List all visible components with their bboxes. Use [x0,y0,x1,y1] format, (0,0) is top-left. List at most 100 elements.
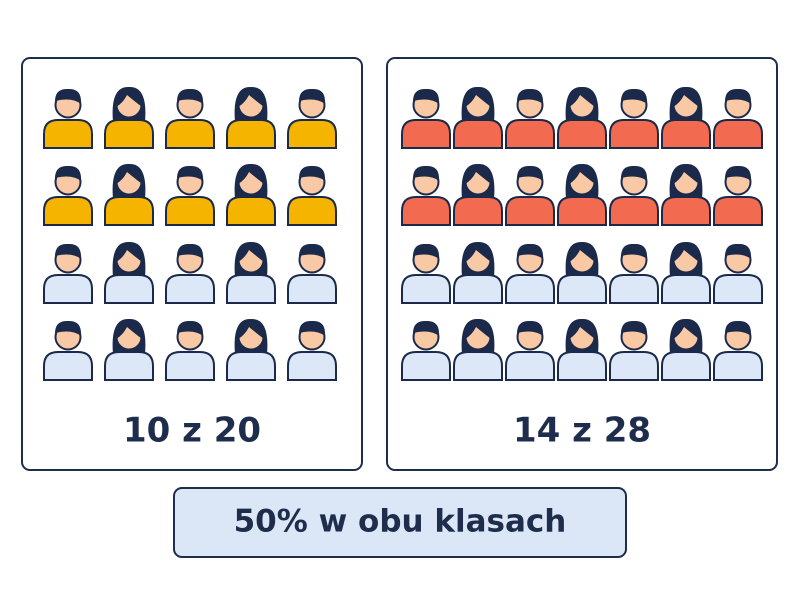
person-icon [609,165,659,226]
body [609,196,659,226]
body [557,196,607,226]
hair [238,167,264,184]
person-icon [104,163,154,226]
body [43,274,93,304]
hair [412,88,440,104]
hair [298,320,326,336]
hair [673,245,699,262]
panel-label: 14 z 28 [513,411,651,451]
icon-grid [43,86,763,381]
person-icon [43,88,93,149]
body [287,196,337,226]
body [104,351,154,381]
body [557,119,607,149]
body [165,351,215,381]
body [43,196,93,226]
person-icon [104,318,154,381]
body [505,274,555,304]
body [609,119,659,149]
body [661,274,711,304]
person-icon [287,243,337,304]
hair [176,243,204,259]
hair [620,165,648,181]
person-icon [43,165,93,226]
person-icon [165,320,215,381]
hair [412,320,440,336]
body [557,351,607,381]
person-icon [401,320,451,381]
body [453,119,503,149]
body [287,351,337,381]
body [165,119,215,149]
hair [116,245,142,262]
hair [238,245,264,262]
hair [673,167,699,184]
person-icon [104,86,154,149]
person-icon [287,320,337,381]
hair [298,165,326,181]
person-icon [401,88,451,149]
body [401,119,451,149]
hair [569,167,595,184]
hair [569,245,595,262]
person-icon [505,320,555,381]
hair [673,90,699,107]
hair [465,322,491,339]
hair [569,90,595,107]
hair [465,90,491,107]
body [661,351,711,381]
person-icon [557,318,607,381]
body [165,196,215,226]
person-icon [226,163,276,226]
hair [238,322,264,339]
person-icon [661,86,711,149]
body [104,119,154,149]
hair [724,243,752,259]
person-icon [43,243,93,304]
body [713,274,763,304]
person-icon [557,163,607,226]
person-icon [713,320,763,381]
body [287,274,337,304]
person-icon [713,88,763,149]
body [505,351,555,381]
person-icon [226,241,276,304]
hair [620,320,648,336]
person-icon [104,241,154,304]
body [557,274,607,304]
person-icon [713,165,763,226]
person-icon [453,241,503,304]
body [104,274,154,304]
hair [176,320,204,336]
hair [620,243,648,259]
body [661,196,711,226]
hair [412,243,440,259]
person-icon [661,163,711,226]
body [505,196,555,226]
body [453,351,503,381]
hair [465,245,491,262]
hair [620,88,648,104]
hair [54,88,82,104]
person-icon [609,243,659,304]
body [104,196,154,226]
person-icon [43,320,93,381]
hair [516,165,544,181]
body [401,196,451,226]
hair [54,165,82,181]
body [401,274,451,304]
body [226,351,276,381]
person-icon [609,88,659,149]
person-icon [401,165,451,226]
hair [412,165,440,181]
hair [298,88,326,104]
hair [724,165,752,181]
body [713,196,763,226]
body [226,274,276,304]
person-icon [165,243,215,304]
person-icon [165,165,215,226]
hair [516,88,544,104]
person-icon [226,318,276,381]
body [505,119,555,149]
